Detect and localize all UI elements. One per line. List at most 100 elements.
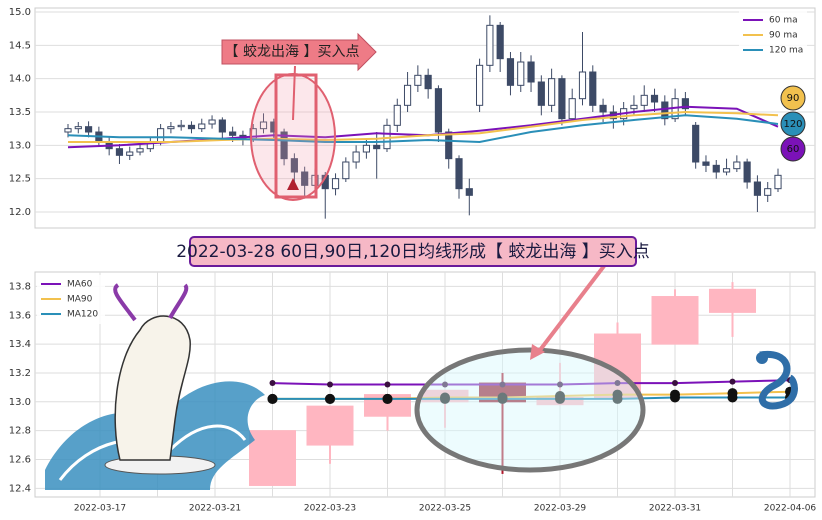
candle-body [692,124,700,163]
top-panel [34,7,816,229]
arrow [292,65,296,121]
legend-label: 60 ma [769,16,798,26]
ma-point [442,381,448,388]
candle-body [136,148,144,153]
candle-body [167,126,175,130]
arrow-head [530,344,545,360]
candle-body [403,84,412,106]
candle-body [157,128,165,143]
candle-body [290,158,298,173]
candle-body [352,151,360,163]
candle-body [599,104,607,113]
candle-body [208,119,216,125]
x-tick-label: 2022-03-31 [649,504,701,514]
candle-body [722,168,731,173]
candle-body [331,178,340,190]
ma-point [497,393,508,404]
candle-body [74,126,82,130]
ma-line [68,110,779,143]
candle-body [743,161,751,183]
candle-body [496,24,504,60]
candle-body [342,161,350,180]
candle-body [362,144,370,153]
y-tick-label: 13.5 [9,107,31,118]
x-tick-label: 2022-04-06 [764,504,817,514]
candle-body [537,81,545,106]
candle-body [84,126,93,133]
candle-body [753,181,762,196]
y-tick-label: 13.2 [9,368,31,379]
y-tick-label: 13.4 [9,339,31,350]
y-tick-label: 13.8 [9,281,31,292]
ma-point [384,381,391,388]
candle-body [733,161,741,170]
ma-point [440,393,450,404]
ma-point [672,380,678,387]
candle-body [709,288,756,313]
candle-body [650,94,659,103]
ma-point [325,393,335,404]
ma-line [67,114,779,144]
badge-label: 120 [783,119,802,130]
highlight-ellipse [414,347,646,473]
ma-point [670,392,680,403]
candle-body [651,296,699,345]
candle-body [506,58,515,86]
candle-body [229,131,237,136]
banner-text: 2022-03-28 60日,90日,120日均线形成【 蛟龙出海 】买入点 [176,242,650,262]
x-tick-label: 2022-03-29 [534,504,587,514]
y-tick-label: 15.0 [9,7,31,18]
candle-body [681,98,689,110]
candle-body [712,164,720,173]
candle-body [774,174,782,190]
annotation: 【 蛟龙出海 】买入点 [225,44,360,60]
candle-body [465,188,473,196]
legend-label: 90 ma [769,31,798,41]
y-tick-label: 12.6 [9,455,31,466]
candle-body [434,88,443,133]
x-tick-label: 2022-03-23 [304,504,356,514]
candle-body [301,171,309,186]
ma-point [269,380,276,387]
candle-body [476,64,484,106]
ma-point [382,393,393,404]
y-tick-label: 12.5 [9,174,31,185]
candle-body [414,74,422,86]
candle-body [702,161,710,166]
ma-point [729,378,736,385]
candle-body [115,148,124,156]
badge-label: 60 [787,144,800,155]
legend-label: MA90 [67,295,93,305]
candle-body [558,78,566,120]
candle-body [177,124,185,128]
badge [780,111,806,137]
candle-body [630,104,638,110]
candle-body [424,74,432,90]
candle-body [64,128,72,133]
y-tick-label: 12.0 [9,207,31,218]
candle-body [373,144,381,150]
surfer-illustration [45,283,265,490]
dragon-illustration [756,350,798,410]
candle-body [517,61,525,86]
candle-body [306,405,354,446]
candle-body [548,78,556,106]
y-tick-label: 13.6 [9,310,31,321]
y-tick-label: 14.0 [9,74,31,85]
candle-body [249,430,296,486]
annotation-arrow [221,32,377,72]
y-tick-label: 14.5 [9,40,31,51]
candle-body [486,24,494,66]
candle-body [764,188,772,196]
candle-body [661,101,669,120]
candle-body [126,151,134,156]
x-tick-label: 2022-03-21 [189,504,241,514]
candle-body [640,94,648,106]
badge-label: 90 [787,93,800,104]
y-tick-label: 12.8 [9,426,31,437]
banner [189,236,637,267]
y-tick-label: 12.4 [9,483,31,494]
ma-point [557,381,563,388]
legend-label: MA120 [67,310,98,320]
